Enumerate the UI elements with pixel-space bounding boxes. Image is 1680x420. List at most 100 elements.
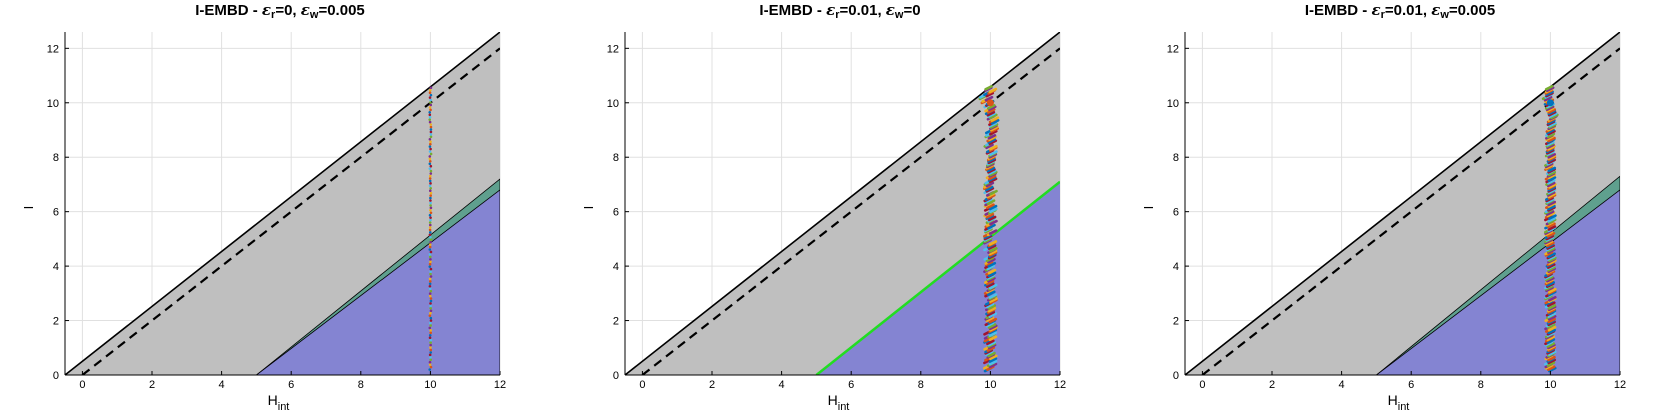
- trajectory-point: [429, 216, 432, 219]
- trajectory-point: [428, 368, 432, 371]
- trajectory-point: [985, 316, 995, 322]
- trajectory-point: [429, 321, 432, 325]
- chart-title-value: =0.005: [1448, 2, 1496, 19]
- trajectory-point: [1544, 340, 1554, 347]
- trajectory-point: [1547, 355, 1556, 362]
- trajectory-point: [1548, 259, 1557, 265]
- chart-panel-2: I-EMBD - εr=0.01, εw=0 0 2 4 6 8 10 12 0 2 4 6 8 10 12…: [560, 0, 1120, 420]
- trajectory-point: [428, 189, 432, 193]
- trajectory-point: [428, 333, 432, 337]
- trajectory-point: [428, 223, 432, 227]
- trajectory-point: [429, 204, 432, 207]
- trajectory-point: [989, 325, 998, 332]
- x-axis-label-sub: int: [278, 401, 290, 413]
- trajectory-point: [428, 113, 432, 117]
- chart-title-value: =0: [275, 2, 293, 19]
- x-tick-label: 8: [1478, 379, 1484, 391]
- trajectory-point: [428, 157, 432, 161]
- trajectory-point: [989, 125, 999, 132]
- trajectory-point: [1546, 150, 1555, 156]
- trajectory-point: [987, 268, 997, 275]
- trajectory-point: [1548, 121, 1557, 128]
- trajectory-point: [1547, 185, 1557, 192]
- trajectory-point: [429, 199, 432, 202]
- trajectory-point: [1545, 234, 1555, 241]
- trajectory-point: [1546, 132, 1556, 139]
- trajectory-point: [986, 346, 996, 352]
- trajectory-point: [990, 119, 1000, 125]
- trajectory-point: [990, 116, 1000, 122]
- trajectory-point: [428, 179, 432, 183]
- trajectory-point: [988, 240, 998, 246]
- trajectory-point: [429, 311, 432, 315]
- trajectory-point: [1547, 119, 1556, 125]
- green-line: [815, 180, 1060, 375]
- trajectory-point: [428, 155, 432, 158]
- trajectory-point: [429, 86, 433, 90]
- trajectory-point: [1546, 263, 1556, 269]
- chart-title-value: =0.01: [839, 2, 878, 19]
- trajectory-point: [429, 169, 433, 173]
- chart-title: I-EMBD - εr=0.01, εw=0.005: [1120, 1, 1680, 21]
- trajectory-point: [1544, 285, 1554, 291]
- trajectory-point: [1545, 106, 1555, 113]
- x-axis-label-main: H: [1388, 392, 1398, 408]
- y-tick-label: 12: [607, 43, 619, 55]
- trajectory-point: [985, 256, 995, 263]
- trajectory-point: [988, 121, 998, 128]
- x-tick-label: 6: [848, 379, 854, 391]
- trajectory-point: [984, 227, 993, 234]
- x-tick-label: 10: [1544, 379, 1556, 391]
- trajectory-point: [1547, 308, 1556, 314]
- trajectory-point: [1546, 270, 1556, 276]
- trajectory-point: [989, 297, 998, 303]
- trajectory-point: [428, 115, 432, 119]
- trajectory-point: [1544, 230, 1554, 237]
- trajectory-point: [986, 203, 995, 210]
- chart-title-symbol: ε: [261, 1, 272, 19]
- trajectory-point: [429, 258, 432, 261]
- y-tick-label: 4: [53, 261, 59, 273]
- trajectory-point: [987, 340, 997, 347]
- trajectory-point: [1545, 197, 1555, 204]
- x-axis-label-sub: int: [838, 401, 850, 413]
- x-tick-label: 2: [1269, 379, 1275, 391]
- trajectory-point: [429, 304, 432, 308]
- trajectory-point: [429, 135, 433, 139]
- trajectory-point: [990, 127, 999, 133]
- trajectory-point: [987, 105, 997, 112]
- plot-area: [625, 32, 1060, 375]
- trajectory-point: [428, 292, 432, 295]
- trajectory-point: [984, 95, 994, 102]
- trajectory-point: [1547, 204, 1556, 211]
- trajectory-point: [429, 358, 433, 362]
- trajectory-point: [985, 143, 994, 150]
- trajectory-point: [428, 363, 432, 366]
- trajectory-point: [1544, 364, 1554, 370]
- chart-title-symbol: ε: [300, 1, 310, 19]
- blue-region: [1375, 189, 1620, 375]
- trajectory-point: [428, 245, 432, 249]
- x-tick-label: 12: [494, 379, 506, 391]
- trajectory-point: [429, 133, 433, 136]
- trajectory-point: [1547, 304, 1557, 310]
- trajectory-point: [429, 351, 433, 354]
- chart-panel-3: I-EMBD - εr=0.01, εw=0.005 0 2 4 6 8 10 12 0 2 4 6 8…: [1120, 0, 1680, 420]
- trajectory-point: [428, 353, 432, 357]
- y-tick-label: 10: [607, 98, 619, 110]
- trajectory-point: [429, 218, 432, 222]
- trajectory-point: [428, 221, 432, 224]
- x-axis-label: Hint: [268, 392, 290, 413]
- x-tick-label: 12: [1054, 379, 1066, 391]
- trajectory-point: [1544, 275, 1554, 282]
- chart-title-prefix: I-EMBD -: [759, 2, 827, 19]
- trajectory-point: [428, 314, 432, 317]
- trajectory-point: [429, 196, 432, 200]
- trajectory-point: [1547, 248, 1556, 254]
- x-tick-label: 10: [984, 379, 996, 391]
- trajectory-point: [988, 249, 998, 256]
- trajectory-point: [988, 153, 998, 159]
- trajectory-point: [989, 189, 998, 196]
- chart-title-prefix: I-EMBD -: [1304, 2, 1372, 19]
- trajectory-point: [986, 104, 996, 110]
